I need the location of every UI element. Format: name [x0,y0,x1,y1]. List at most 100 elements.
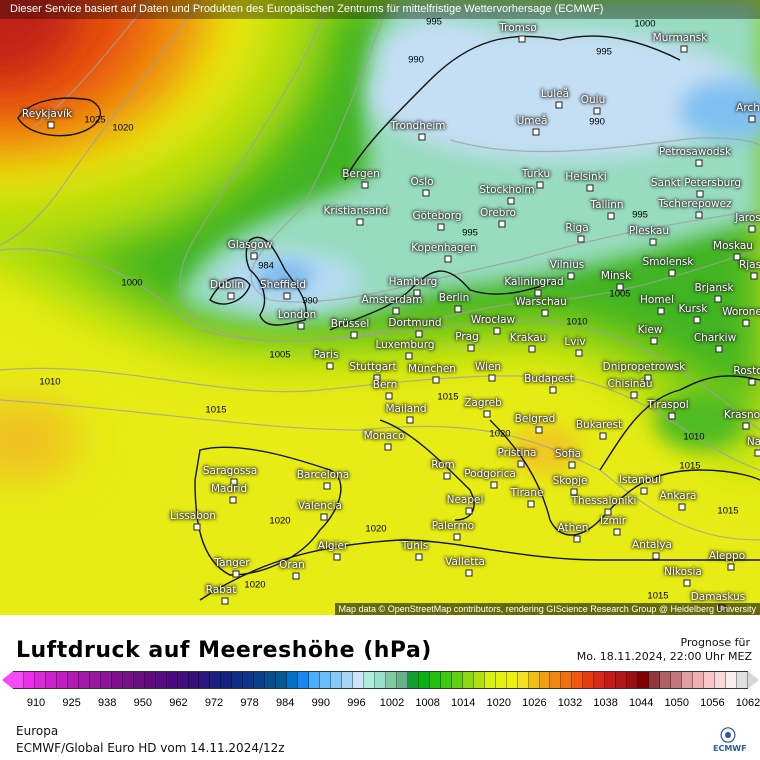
city-marker [333,553,341,561]
city-label: Rjas [738,259,760,271]
city-marker [415,553,423,561]
city-marker [292,572,300,580]
city-marker [727,563,735,571]
map-attribution[interactable]: Map data © OpenStreetMap contributors, r… [334,603,760,615]
city-marker [613,528,621,536]
colorbar-tick-label: 1020 [486,697,512,709]
colorbar-swatch [78,672,90,688]
city-label: Aleppo [708,550,746,562]
city-marker [454,305,462,313]
colorbar-tick-label: 1008 [415,697,440,709]
colorbar-swatch [89,672,101,688]
colorbar-swatch [298,672,310,688]
colorbar-tick-label: 1062 [735,697,760,709]
city-marker [668,269,676,277]
city-marker [616,283,624,291]
city-label: Worone [722,306,760,318]
city-marker [361,181,369,189]
isobar-label: 1000 [121,277,143,289]
colorbar [13,671,748,689]
city-marker [527,500,535,508]
region-label: Europa [16,724,59,738]
isobar-label: 1010 [683,431,705,443]
city-label: Jaros [735,212,760,224]
city-label: Thessaloniki [571,495,637,507]
isobar-label: 1020 [269,515,291,527]
city-label: Brjansk [694,282,734,294]
colorbar-swatch [605,672,617,688]
city-marker [528,345,536,353]
isobar-label: 1015 [717,505,739,517]
colorbar-swatch [287,672,299,688]
city-label: Tscherepowez [658,198,732,210]
city-marker [385,392,393,400]
city-label: London [277,309,317,321]
city-label: Pleskau [628,225,670,237]
city-label: Oulu [580,94,606,106]
city-label: Madrid [210,483,248,495]
ecmwf-logo: ⦿ ECMWF [713,728,747,754]
city-label: Hamburg [388,276,438,288]
city-marker [297,322,305,330]
city-label: Helsinki [565,171,607,183]
city-marker [507,197,515,205]
city-marker [373,374,381,382]
isobar-label: 1015 [647,590,669,602]
colorbar-swatch [276,672,288,688]
city-label: Dnipropetrowsk [602,361,686,373]
isobar-label: 1005 [609,288,631,300]
colorbar-swatch [331,672,343,688]
colorbar-tick-label: 1038 [593,697,618,709]
city-marker [668,412,676,420]
city-label: Kristiansand [323,205,389,217]
colorbar-swatch [407,672,419,688]
city-label: Barcelona [296,469,350,481]
city-marker [586,184,594,192]
city-label: Lissabon [170,510,216,522]
colorbar-swatch [210,672,222,688]
city-label: Oran [279,559,305,571]
colorbar-tick-label: 925 [62,697,81,709]
city-marker [227,292,235,300]
city-label: Riga [565,222,589,234]
pressure-map[interactable]: Reykjavík Tromsø Murmansk Luleå Oulu Arch Umeå… [0,0,760,615]
ecmwf-logo-text: ECMWF [713,744,747,753]
colorbar-swatch [111,672,123,688]
isobar-label: 1025 [84,114,106,126]
city-marker [350,331,358,339]
city-marker [568,461,576,469]
city-label: Orebro [480,207,516,219]
city-marker [453,533,461,541]
city-label: Wien [474,361,502,373]
colorbar-tick-label: 990 [311,697,330,709]
city-label: Homel [640,294,674,306]
city-label: Chișinău [607,378,653,390]
city-label: Antalya [632,539,672,551]
colorbar-swatch [100,672,112,688]
colorbar-swatch [528,672,540,688]
city-marker [498,220,506,228]
city-marker [567,272,575,280]
colorbar-swatch [243,672,255,688]
colorbar-swatch [704,672,715,688]
colorbar-tick-label: 950 [133,697,152,709]
colorbar-tick-label: 1044 [628,697,654,709]
isobar-label: 1015 [679,460,701,472]
colorbar-swatch [462,672,474,688]
city-marker [250,252,258,260]
city-label: Monaco [363,430,405,442]
city-label: Nikosia [664,566,702,578]
colorbar-swatch [188,672,200,688]
city-label: Smolensk [642,256,694,268]
coastlines [17,35,760,601]
city-marker [326,362,334,370]
city-marker [742,319,750,327]
city-label: Budapest [524,373,574,385]
colorbar-swatch [309,672,321,688]
city-marker [534,289,542,297]
city-label: Lviv [564,336,586,348]
isobar-label: 990 [408,54,424,66]
city-label: Minsk [600,270,632,282]
city-label: Stuttgart [349,361,397,373]
city-marker [693,316,701,324]
